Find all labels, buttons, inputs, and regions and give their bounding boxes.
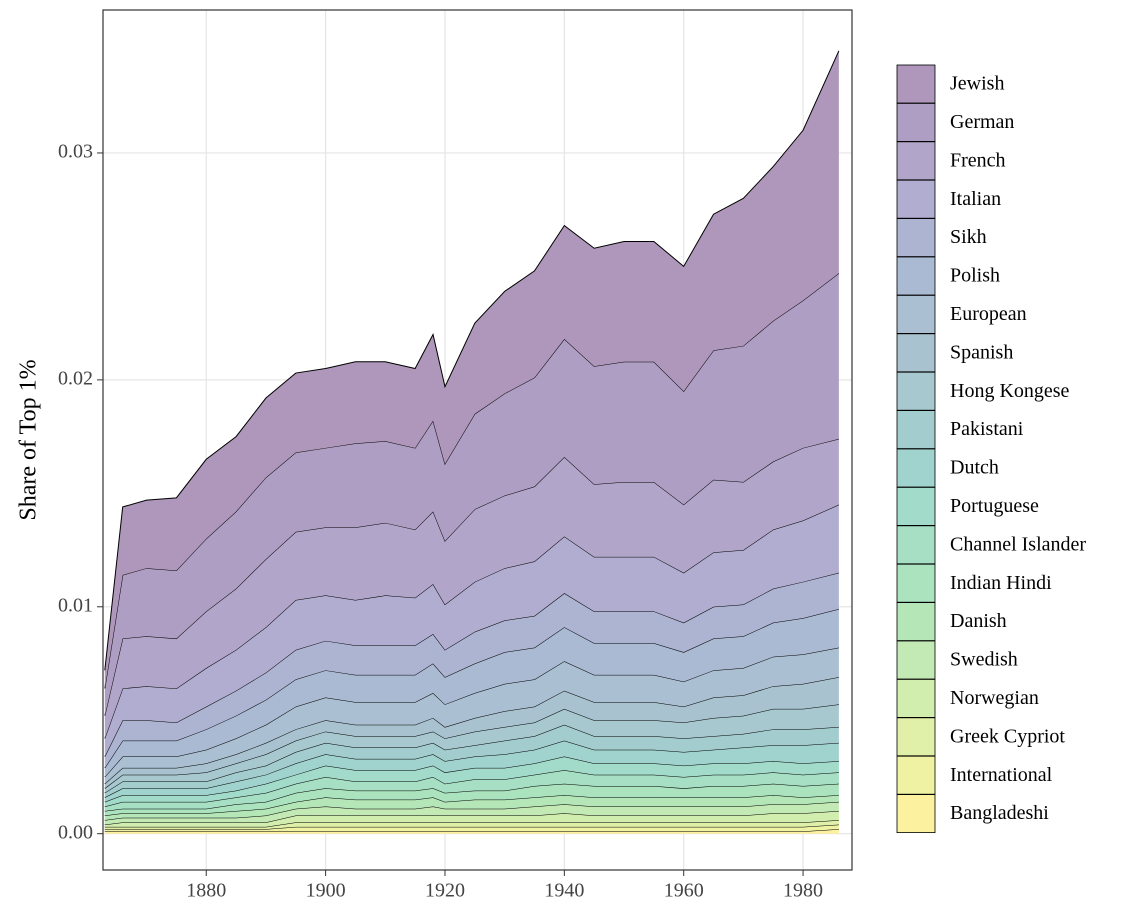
legend-key: [896, 103, 936, 142]
area-line: [104, 50, 840, 671]
area: [104, 50, 839, 689]
area: [104, 795, 839, 821]
area: [104, 824, 839, 832]
area: [104, 770, 839, 812]
legend-key: [896, 141, 936, 181]
legend-label: International: [950, 764, 1053, 786]
x-tick-label: 1880: [186, 880, 226, 902]
legend-key: [896, 602, 936, 641]
legend-label: Spanish: [950, 341, 1013, 363]
area: [104, 756, 839, 807]
legend-key: [896, 755, 936, 795]
legend-key: [896, 448, 936, 488]
area: [104, 783, 839, 816]
legend-label: Dutch: [950, 457, 999, 479]
legend-key: [896, 410, 936, 450]
legend-key: [896, 794, 936, 833]
legend-key: [896, 294, 936, 334]
legend-key: [896, 486, 936, 526]
legend-label: Norwegian: [950, 687, 1039, 709]
x-tick-label: 1940: [544, 880, 584, 902]
x-tick-label: 1920: [425, 880, 465, 902]
area: [104, 572, 839, 768]
legend-key: [896, 256, 936, 296]
legend: Jewish German French Italian Sikh Polish Europ…: [896, 64, 1086, 833]
legend-label: European: [950, 303, 1027, 325]
area: [104, 740, 839, 802]
area: [104, 677, 839, 789]
legend-label: Swedish: [950, 649, 1018, 671]
legend-key: [896, 717, 936, 757]
area: [104, 609, 839, 777]
legend-key: [896, 218, 936, 258]
y-tick-label: 0.00: [58, 821, 93, 843]
legend-key: [896, 525, 936, 565]
legend-label: Italian: [950, 188, 1001, 210]
plot-border: [102, 9, 853, 871]
y-tick-label: 0.02: [58, 367, 93, 389]
legend-label: Sikh: [950, 226, 987, 248]
area: [104, 504, 839, 757]
legend-label: Polish: [950, 265, 1000, 287]
legend-label: Channel Islander: [950, 533, 1086, 555]
legend-label: Bangladeshi: [950, 802, 1049, 824]
area: [104, 724, 839, 798]
legend-label: Portuguese: [950, 495, 1039, 517]
y-tick-label: 0.01: [58, 594, 93, 616]
x-tick-label: 1980: [783, 880, 823, 902]
area: [104, 438, 839, 739]
legend-key: [896, 64, 936, 104]
area: [104, 704, 839, 793]
legend-key: [896, 679, 936, 718]
legend-label: Indian Hindi: [950, 572, 1052, 594]
legend-label: Jewish: [950, 73, 1004, 95]
legend-label: Greek Cypriot: [950, 725, 1065, 747]
legend-label: French: [950, 149, 1006, 171]
legend-label: Danish: [950, 610, 1007, 632]
legend-key: [896, 640, 936, 680]
legend-key: [896, 179, 936, 219]
legend-key: [896, 371, 936, 411]
x-tick-label: 1900: [306, 880, 346, 902]
x-tick-label: 1960: [664, 880, 704, 902]
legend-key: [896, 333, 936, 373]
legend-label: Pakistani: [950, 418, 1024, 440]
area: [104, 811, 839, 827]
legend-key: [896, 563, 936, 603]
area: [104, 647, 839, 784]
y-axis-label: Share of Top 1%: [16, 359, 42, 520]
legend-label: German: [950, 111, 1014, 133]
area: [104, 801, 839, 825]
y-tick-label: 0.03: [58, 141, 93, 163]
area: [104, 273, 839, 716]
legend-label: Hong Kongese: [950, 380, 1070, 402]
